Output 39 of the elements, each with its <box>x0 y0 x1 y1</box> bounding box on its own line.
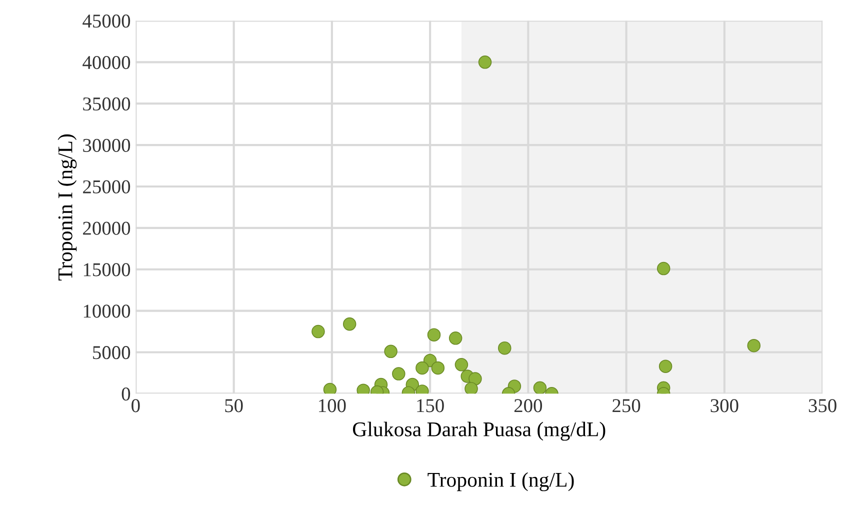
x-tick-label: 50 <box>225 399 243 412</box>
point <box>656 262 670 276</box>
point <box>498 341 512 355</box>
point <box>464 382 478 394</box>
point <box>323 382 337 394</box>
point <box>478 56 492 69</box>
point <box>658 360 672 373</box>
point <box>448 332 462 345</box>
y-tick-label: 20000 <box>83 222 130 235</box>
point <box>342 317 356 331</box>
y-tick-label: 15000 <box>84 263 130 276</box>
x-tick-label: 150 <box>417 399 444 412</box>
x-tick-label: 300 <box>710 399 738 412</box>
point <box>454 358 468 372</box>
point <box>312 324 325 338</box>
y-tick-label: 30000 <box>83 138 130 152</box>
point <box>468 372 482 386</box>
x-tick-label: 0 <box>132 399 140 412</box>
y-tick-label: 35000 <box>83 97 130 111</box>
point <box>431 361 445 375</box>
point <box>747 338 761 352</box>
point <box>392 367 406 380</box>
y-tick-label: 45000 <box>82 14 130 28</box>
x-tick-label: 250 <box>612 399 640 412</box>
y-tick-label: 0 <box>122 387 130 401</box>
y-tick-label: 40000 <box>82 56 130 70</box>
y-tick-label: 5000 <box>93 346 130 360</box>
x-tick-label: 350 <box>808 399 836 412</box>
point <box>427 328 441 342</box>
point <box>384 344 398 358</box>
legend-label: Troponin I (ng/L) <box>428 472 574 492</box>
x-tick-label: 200 <box>514 399 542 412</box>
x-axis-title: Glukosa Darah Puasa (mg/dL) <box>352 422 606 441</box>
y-axis-title: Troponin I (ng/L) <box>58 134 77 281</box>
point <box>533 381 547 394</box>
x-tick-label: 100 <box>319 399 346 412</box>
y-tick-label: 10000 <box>84 304 130 318</box>
y-tick-label: 25000 <box>83 180 130 194</box>
point <box>416 361 429 375</box>
